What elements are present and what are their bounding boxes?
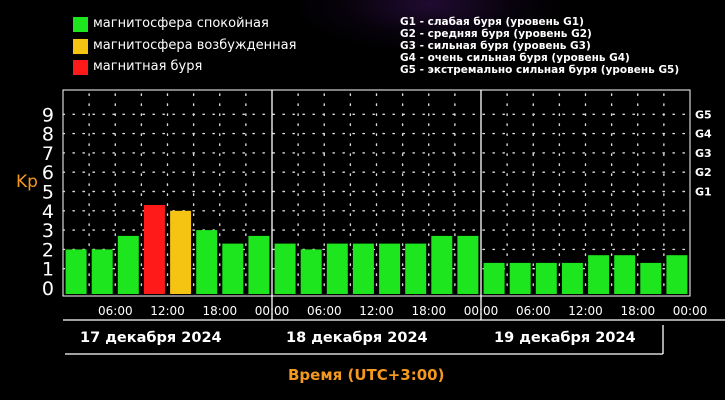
x-tick-label: 18:00 xyxy=(203,304,238,318)
kp-bar xyxy=(509,262,531,294)
kp-bar xyxy=(300,249,322,294)
kp-bar xyxy=(561,262,583,294)
x-tick-label: 18:00 xyxy=(412,304,447,318)
legend-swatch-active xyxy=(73,39,88,54)
kp-bar xyxy=(640,262,662,294)
date-label-3: 19 декабря 2024 xyxy=(494,330,636,346)
x-tick-label: 12:00 xyxy=(568,304,603,318)
g-tick-label: G4 xyxy=(695,128,712,141)
x-tick-label: 06:00 xyxy=(98,304,133,318)
y-tick-label: 5 xyxy=(42,182,54,204)
legend-label-storm: магнитная буря xyxy=(93,59,203,74)
g-scale-g5: G5 - экстремально сильная буря (уровень … xyxy=(400,64,680,76)
kp-bar xyxy=(248,235,270,294)
kp-bar xyxy=(91,249,113,294)
x-tick-label: 06:00 xyxy=(307,304,342,318)
y-tick-label: 1 xyxy=(42,259,54,281)
g-scale-g4: G4 - очень сильная буря (уровень G4) xyxy=(400,52,630,64)
kp-bar xyxy=(614,255,636,294)
g-scale-legend: G1 - слабая буря (уровень G1) G2 - средн… xyxy=(400,16,679,76)
y-tick-label: 3 xyxy=(42,220,54,242)
x-tick-label: 00:00 xyxy=(673,304,708,318)
kp-bar xyxy=(379,243,401,294)
y-tick-label: 2 xyxy=(42,239,54,261)
x-tick-label: 18:00 xyxy=(621,304,656,318)
g-tick-label: G2 xyxy=(695,166,712,179)
g-tick-label: G1 xyxy=(695,186,712,199)
date-label-1: 17 декабря 2024 xyxy=(80,330,222,346)
kp-bar xyxy=(535,262,557,294)
y-axis-label: Kp xyxy=(16,172,38,192)
kp-bar xyxy=(274,243,296,294)
g-scale-g2: G2 - средняя буря (уровень G2) xyxy=(400,28,592,40)
x-axis-title: Время (UTC+3:00) xyxy=(288,366,445,384)
plot-frame xyxy=(62,89,691,297)
g-tick-label: G5 xyxy=(695,108,712,121)
kp-bar xyxy=(326,243,348,294)
y-tick-label: 7 xyxy=(42,143,54,165)
x-tick-label: 00:00 xyxy=(464,304,499,318)
kp-bar xyxy=(65,249,87,294)
kp-bar xyxy=(431,235,453,294)
y-tick-label: 4 xyxy=(42,201,54,223)
kp-bar xyxy=(117,235,139,294)
kp-bar xyxy=(170,210,192,294)
legend-swatch-storm xyxy=(73,60,88,75)
legend-label-quiet: магнитосфера спокойная xyxy=(93,16,269,31)
g-scale-g1: G1 - слабая буря (уровень G1) xyxy=(400,16,584,28)
x-tick-label: 12:00 xyxy=(150,304,185,318)
kp-bar xyxy=(457,235,479,294)
kp-bar xyxy=(143,205,165,294)
x-tick-label: 06:00 xyxy=(516,304,551,318)
x-tick-label: 12:00 xyxy=(359,304,394,318)
g-scale-g3: G3 - сильная буря (уровень G3) xyxy=(400,40,591,52)
g-tick-label: G3 xyxy=(695,147,712,160)
date-label-2: 18 декабря 2024 xyxy=(286,330,428,346)
kp-bar xyxy=(588,255,610,294)
y-tick-label: 8 xyxy=(42,124,54,146)
y-tick-label: 6 xyxy=(42,162,54,184)
legend-swatch-quiet xyxy=(73,17,88,32)
x-tick-label: 00:00 xyxy=(255,304,290,318)
legend-label-active: магнитосфера возбужденная xyxy=(93,38,297,53)
kp-bar xyxy=(483,262,505,294)
kp-bar xyxy=(196,230,218,294)
y-tick-label: 9 xyxy=(42,104,54,126)
kp-bar xyxy=(222,243,244,294)
kp-bar xyxy=(405,243,427,294)
kp-bar xyxy=(352,243,374,294)
kp-bar xyxy=(666,255,688,294)
y-tick-label: 0 xyxy=(42,278,54,300)
